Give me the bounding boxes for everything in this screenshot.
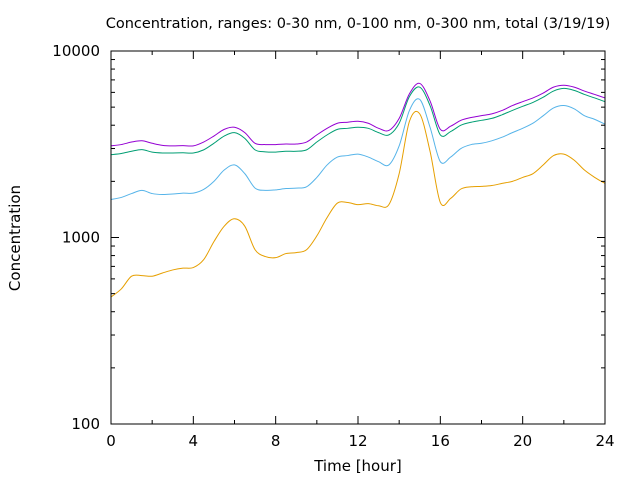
series-line-4 bbox=[110, 82, 606, 147]
x-tick-label: 8 bbox=[271, 432, 281, 450]
y-axis-title: Concentration bbox=[6, 185, 24, 291]
x-tick-label: 12 bbox=[348, 432, 367, 450]
y-tick-label: 100 bbox=[71, 415, 100, 433]
series-layer bbox=[110, 82, 606, 298]
series-line-1 bbox=[110, 110, 606, 298]
x-tick-label: 16 bbox=[431, 432, 450, 450]
y-tick-label: 10000 bbox=[52, 42, 100, 60]
y-tick-label: 1000 bbox=[62, 229, 100, 247]
chart-title: Concentration, ranges: 0-30 nm, 0-100 nm… bbox=[106, 16, 611, 32]
x-tick-label: 20 bbox=[513, 432, 532, 450]
series-line-2 bbox=[110, 98, 606, 200]
x-tick-label: 24 bbox=[595, 432, 614, 450]
series-line-3 bbox=[110, 86, 606, 156]
x-tick-label: 0 bbox=[106, 432, 116, 450]
x-tick-label: 4 bbox=[189, 432, 199, 450]
plot-frame bbox=[110, 50, 606, 425]
x-axis-title: Time [hour] bbox=[313, 457, 402, 475]
